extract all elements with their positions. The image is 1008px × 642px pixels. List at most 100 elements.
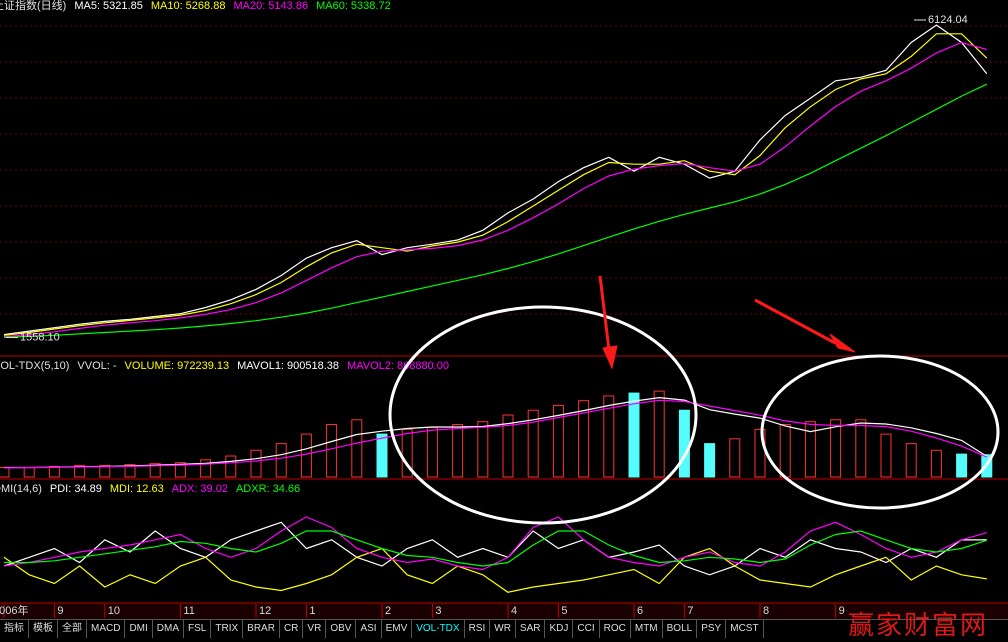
panel-header: MDI: 12.63 bbox=[110, 483, 164, 495]
overlay bbox=[388, 305, 1000, 525]
indicator-tab[interactable]: VR bbox=[303, 620, 327, 638]
volume-bar bbox=[830, 419, 842, 478]
volume-bar bbox=[804, 421, 816, 478]
indicator-tab[interactable]: CR bbox=[280, 620, 304, 638]
indicator-tab[interactable]: SAR bbox=[516, 620, 546, 638]
x-tick-label: 3 bbox=[435, 605, 441, 617]
x-tick-label: 12 bbox=[259, 605, 271, 617]
arrow-head bbox=[602, 345, 618, 370]
arrow bbox=[598, 275, 611, 351]
panel-header: MA20: 5143.86 bbox=[233, 0, 308, 12]
volume-bar bbox=[149, 463, 161, 478]
indicator-tab[interactable]: 模板 bbox=[29, 620, 58, 638]
x-tick-label: 7 bbox=[687, 605, 693, 617]
volume-bar bbox=[628, 392, 640, 478]
chart-area: 上证指数(日线) MA5: 5321.85 MA10: 5268.88 MA20: 5… bbox=[0, 0, 1008, 619]
x-tick-label: 6 bbox=[637, 605, 643, 617]
volume-bar bbox=[477, 421, 489, 478]
indicator-tab[interactable]: DMI bbox=[125, 620, 153, 638]
x-tick-label: 2006年 bbox=[0, 603, 28, 617]
volume-bar bbox=[956, 453, 968, 478]
indicator-line bbox=[4, 396, 988, 469]
background-grid bbox=[0, 25, 1008, 315]
volume-bar bbox=[930, 449, 942, 478]
indicator-tab[interactable]: FSL bbox=[184, 620, 212, 638]
arrow-head bbox=[829, 333, 856, 353]
indicator-toolbar: 指标 模板 全部 MACD DMI DMA FSL TRIX BRAR CR VR OBV ASI EMV… bbox=[0, 619, 1008, 638]
volume-bar bbox=[426, 426, 438, 478]
indicator-line bbox=[3, 24, 988, 336]
indicator-tab[interactable]: MTM bbox=[631, 620, 663, 638]
indicator-tab[interactable]: 全部 bbox=[58, 620, 87, 638]
volume-bar bbox=[704, 443, 716, 478]
x-tick-label: 9 bbox=[839, 605, 845, 617]
indicator-tab[interactable]: KDJ bbox=[545, 620, 574, 638]
indicator-tab[interactable]: RSI bbox=[465, 620, 491, 638]
volume-bar bbox=[250, 449, 262, 478]
x-tick-label: 8 bbox=[763, 605, 769, 617]
volume-bar bbox=[351, 419, 363, 478]
indicator-tab[interactable]: TRIX bbox=[211, 620, 244, 638]
volume-bar bbox=[48, 466, 60, 478]
volume-bar bbox=[401, 428, 413, 478]
indicator-tab[interactable]: 指标 bbox=[0, 620, 29, 638]
x-tick-label: 10 bbox=[108, 605, 120, 617]
x-tick-label: 5 bbox=[561, 605, 567, 617]
indicator-line bbox=[3, 399, 988, 469]
annotation-label: 1558.10 bbox=[20, 331, 60, 343]
volume-bar bbox=[779, 424, 791, 478]
indicator-tab[interactable]: VOL-TDX bbox=[412, 620, 465, 638]
x-tick-label: 2 bbox=[385, 605, 391, 617]
panel-header: PDI: 34.89 bbox=[50, 483, 102, 495]
x-tick-label: 4 bbox=[511, 605, 517, 617]
panel-header: MA5: 5321.85 bbox=[74, 0, 143, 12]
indicator-tab[interactable]: OBV bbox=[326, 620, 357, 638]
volume-bar bbox=[225, 455, 237, 478]
arrow bbox=[754, 298, 836, 345]
indicator-tab[interactable]: BOLL bbox=[663, 620, 698, 638]
indicator-tab[interactable]: ASI bbox=[356, 620, 382, 638]
indicator-tab[interactable]: EMV bbox=[382, 620, 413, 638]
indicator-line bbox=[3, 547, 987, 593]
panel-header: MA10: 5268.88 bbox=[151, 0, 226, 12]
volume-bar bbox=[653, 390, 665, 478]
indicator-line bbox=[3, 521, 987, 576]
volume-bar bbox=[855, 419, 867, 478]
marks: 上证指数(日线) MA5: 5321.85 MA10: 5268.88 MA20: 5… bbox=[0, 0, 993, 618]
volume-bar bbox=[174, 462, 186, 478]
volume-bar bbox=[124, 464, 136, 478]
indicator-line bbox=[3, 41, 987, 338]
indicator-tab[interactable]: ROC bbox=[600, 620, 631, 638]
panel-header: MAVOL1: 900518.38 bbox=[237, 360, 339, 372]
x-tick-label: 9 bbox=[57, 605, 63, 617]
volume-bar bbox=[200, 459, 212, 478]
volume-bar bbox=[74, 465, 86, 478]
indicator-tab[interactable]: PSY bbox=[697, 620, 727, 638]
volume-bar bbox=[578, 400, 590, 478]
panel-header: ADXR: 34.66 bbox=[236, 483, 300, 495]
highlight-ellipse bbox=[760, 354, 1000, 510]
watermark: 赢家财富网 bbox=[848, 611, 989, 641]
highlight-ellipse bbox=[388, 305, 698, 525]
indicator-tab[interactable]: CCI bbox=[573, 620, 600, 638]
annotation-label: 6124.04 bbox=[928, 14, 968, 26]
indicator-line bbox=[3, 516, 987, 571]
panel-header: ADX: 39.02 bbox=[172, 483, 228, 495]
volume-bar bbox=[23, 466, 35, 478]
indicator-tab[interactable]: MCST bbox=[726, 620, 764, 638]
panel-header: VOLUME: 972239.13 bbox=[125, 360, 230, 372]
volume-bar bbox=[502, 414, 514, 478]
arrows bbox=[598, 275, 856, 370]
indicator-line bbox=[4, 530, 987, 567]
indicator-tab[interactable]: BRAR bbox=[243, 620, 280, 638]
indicator-tab[interactable]: MACD bbox=[87, 620, 126, 638]
indicator-tab[interactable]: DMA bbox=[153, 620, 185, 638]
indicator-tab[interactable]: WR bbox=[490, 620, 516, 638]
volume-bar bbox=[678, 409, 690, 478]
volume-bar bbox=[603, 395, 615, 478]
x-tick-label: 1 bbox=[309, 605, 315, 617]
indicator-line bbox=[3, 83, 988, 338]
panel-header: VOL-TDX(5,10) bbox=[0, 360, 69, 372]
volume-bar bbox=[754, 428, 766, 478]
